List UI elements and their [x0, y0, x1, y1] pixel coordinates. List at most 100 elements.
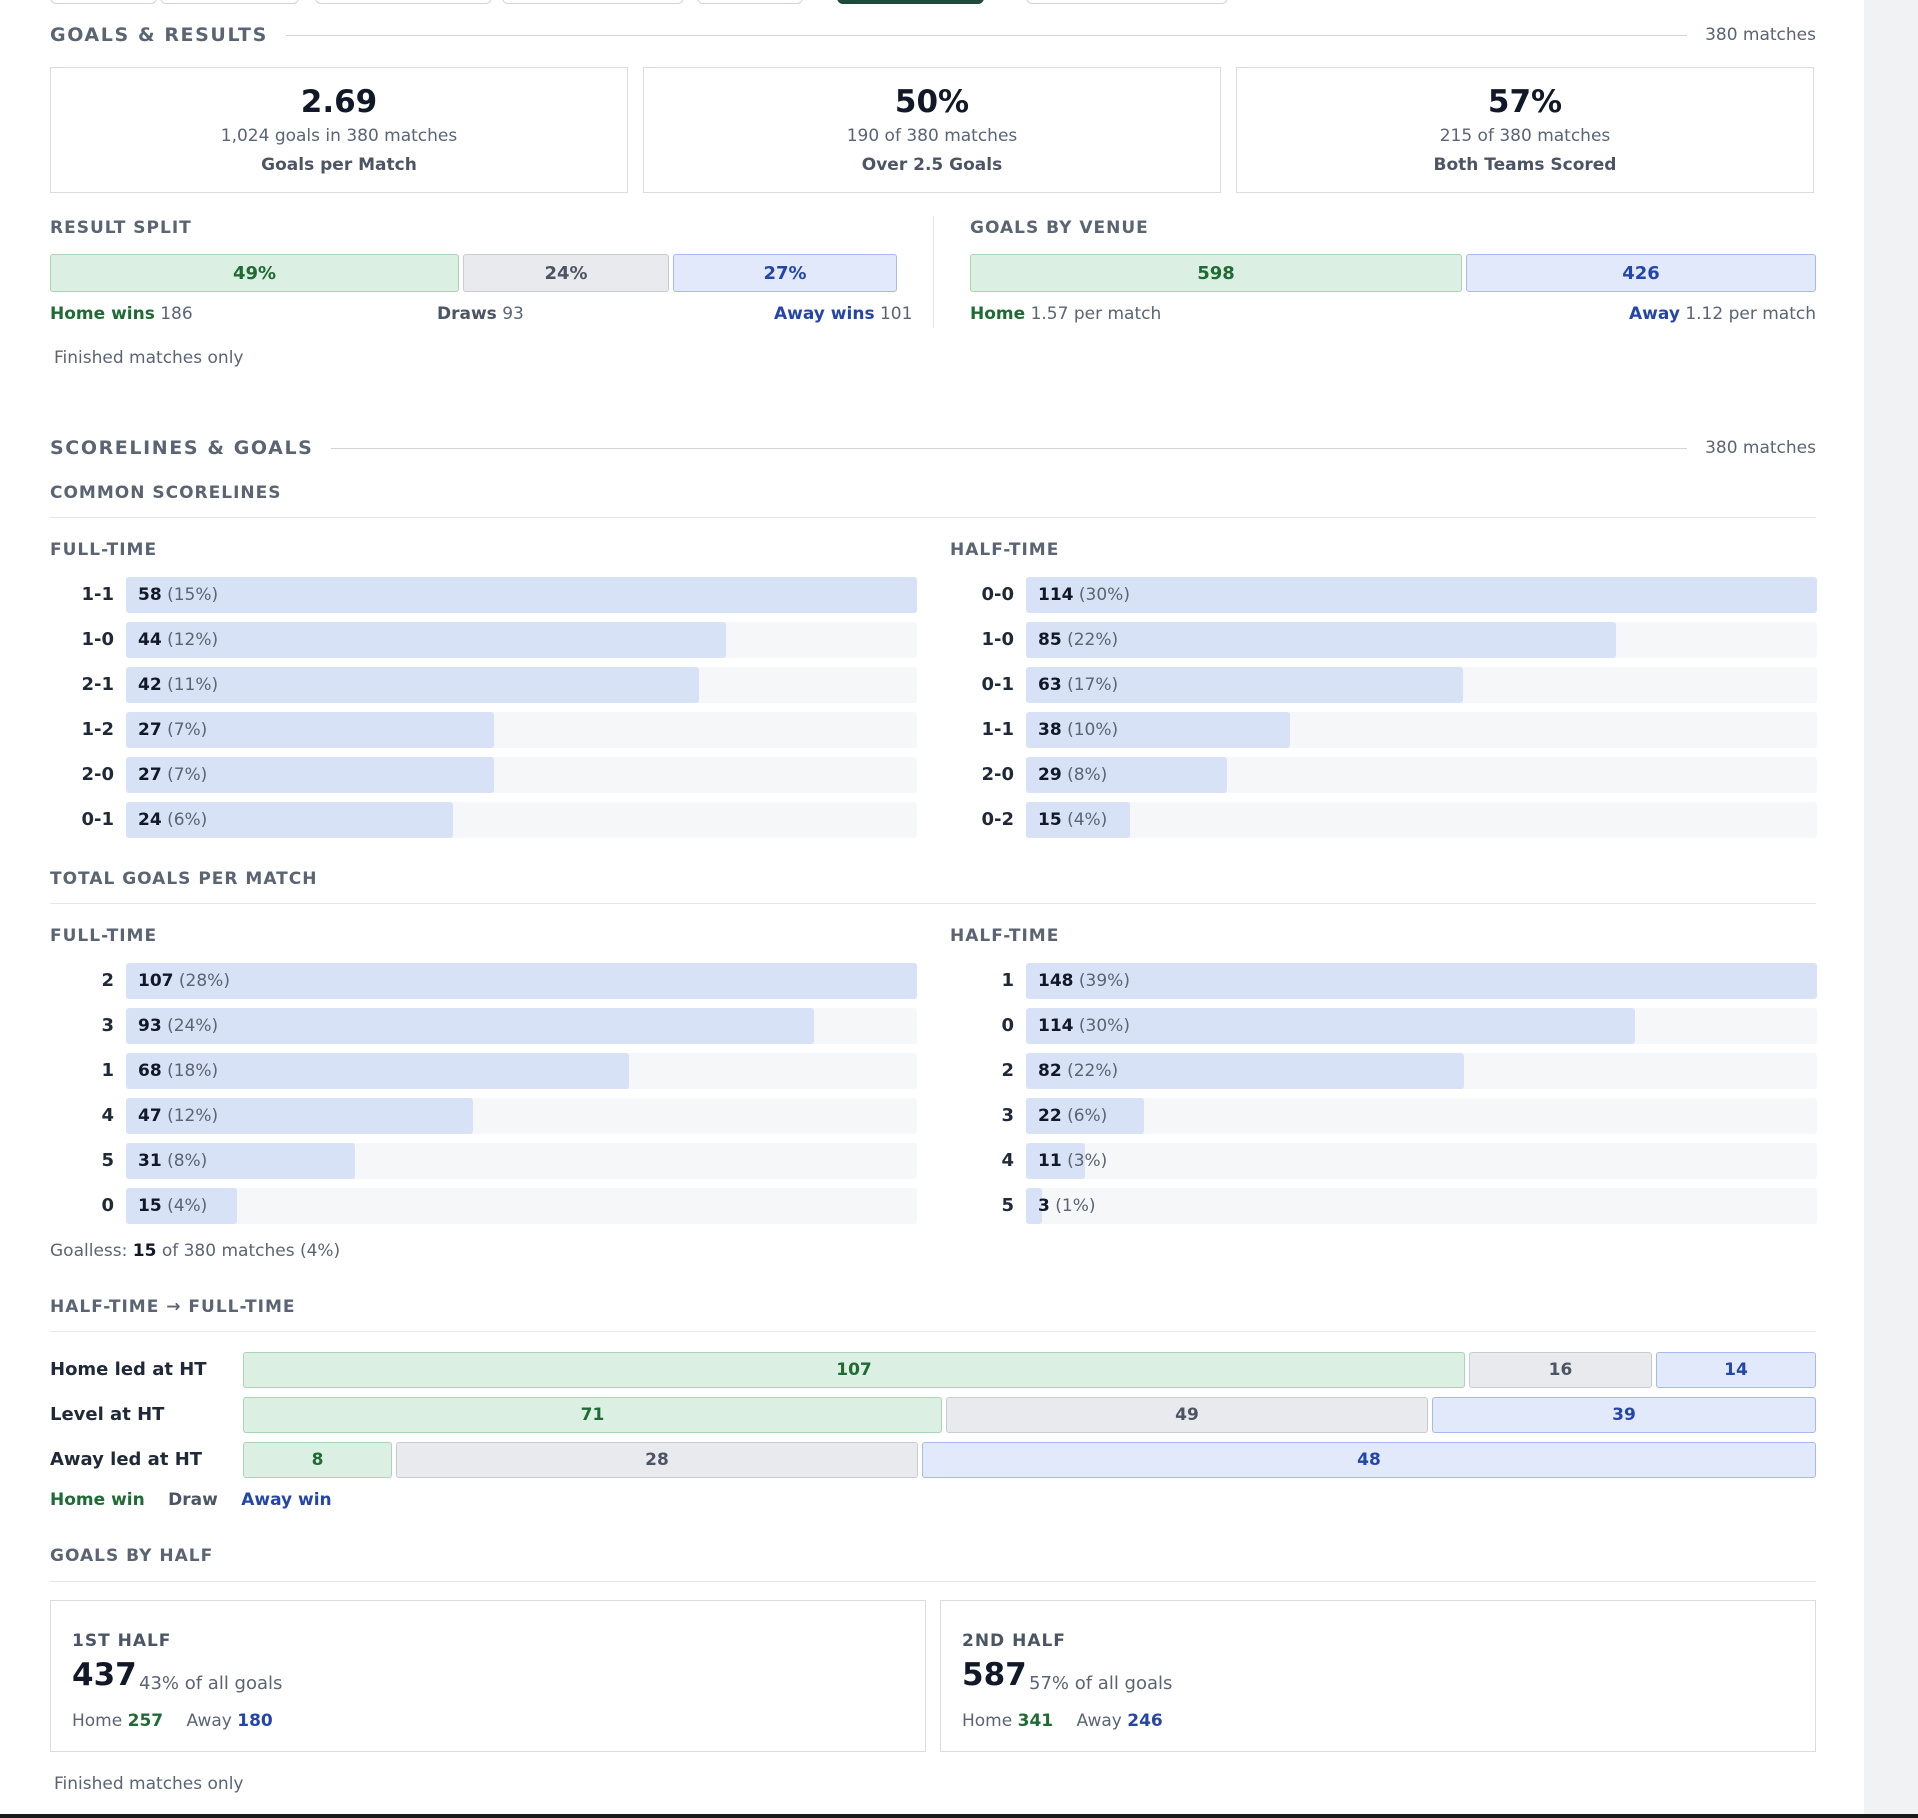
- bar-fill: [126, 667, 699, 703]
- bar-pct: (6%): [1061, 1106, 1108, 1126]
- bar-label: 3: [1001, 1105, 1014, 1126]
- stat-card-over-2-5: 50% 190 of 380 matches Over 2.5 Goals: [643, 67, 1221, 193]
- finished-note: Finished matches only: [54, 1774, 244, 1794]
- bar-label: 2-1: [81, 674, 114, 695]
- divider: [50, 517, 1816, 518]
- legend-label: Away wins: [774, 304, 875, 324]
- venue-home-bar: 598: [970, 254, 1462, 292]
- bar-value: 93 (24%): [138, 1008, 218, 1044]
- bar-track: 3 (1%): [1026, 1188, 1817, 1224]
- bar-pct: (30%): [1073, 585, 1130, 605]
- goalless-suffix: of 380 matches (4%): [161, 1241, 341, 1261]
- bar-value: 15 (4%): [138, 1188, 207, 1224]
- bar-fill: [1026, 622, 1616, 658]
- bar-row: 2 82 (22%): [950, 1053, 1817, 1089]
- section-header-scorelines: SCORELINES & GOALS 380 matches: [50, 433, 1816, 463]
- bar-count: 15: [1038, 810, 1062, 830]
- bar-row: 3 93 (24%): [50, 1008, 917, 1044]
- bar-count: 24: [138, 810, 162, 830]
- bar-count: 27: [138, 720, 162, 740]
- divider: [50, 1581, 1816, 1582]
- bar-row: 1-0 44 (12%): [50, 622, 917, 658]
- bar-pct: (39%): [1073, 971, 1130, 991]
- bar-count: 15: [138, 1196, 162, 1216]
- away-goals: 246: [1127, 1711, 1163, 1731]
- stat-card-btts: 57% 215 of 380 matches Both Teams Scored: [1236, 67, 1814, 193]
- htft-legend: Home win Draw Away win: [50, 1490, 332, 1510]
- tab[interactable]: [502, 0, 684, 4]
- bar-track: 15 (4%): [126, 1188, 917, 1224]
- legend-value: 93: [502, 304, 524, 324]
- bar-row: 2-1 42 (11%): [50, 667, 917, 703]
- bar-pct: (4%): [1061, 810, 1108, 830]
- home-goals: 257: [127, 1711, 164, 1731]
- divider: [50, 903, 1816, 904]
- bar-count: 47: [138, 1106, 162, 1126]
- bar-track: 44 (12%): [126, 622, 917, 658]
- bar-label: 0-0: [981, 584, 1014, 605]
- htft-title: HALF-TIME → FULL-TIME: [50, 1297, 296, 1317]
- bar-pct: (28%): [173, 971, 230, 991]
- goalless-prefix: Goalless:: [50, 1241, 128, 1261]
- total-goals-title: TOTAL GOALS PER MATCH: [50, 869, 318, 889]
- bar-count: 114: [1038, 585, 1074, 605]
- bar-track: 68 (18%): [126, 1053, 917, 1089]
- bar-fill: [1026, 577, 1817, 613]
- bar-track: 114 (30%): [1026, 577, 1817, 613]
- half-share: 57% of all goals: [1029, 1673, 1173, 1694]
- bar-pct: (22%): [1061, 1061, 1119, 1081]
- tab[interactable]: [1026, 0, 1228, 4]
- bar-pct: (4%): [161, 1196, 208, 1216]
- tab[interactable]: [50, 0, 157, 4]
- goalless-note: Goalless: 15 of 380 matches (4%): [50, 1241, 340, 1261]
- bar-pct: (11%): [161, 675, 219, 695]
- half-title: 1ST HALF: [72, 1631, 172, 1651]
- bar-label: 0-2: [981, 809, 1014, 830]
- bar-value: 114 (30%): [1038, 577, 1130, 613]
- bar-row: 5 31 (8%): [50, 1143, 917, 1179]
- bar-row: 1 68 (18%): [50, 1053, 917, 1089]
- bar-track: 93 (24%): [126, 1008, 917, 1044]
- bar-value: 3 (1%): [1038, 1188, 1095, 1224]
- divider: [50, 1331, 1816, 1332]
- bar-count: 38: [1038, 720, 1062, 740]
- bar-fill: [126, 1143, 355, 1179]
- bar-value: 15 (4%): [1038, 802, 1107, 838]
- venue-away-bar: 426: [1466, 254, 1816, 292]
- bar-label: 1-2: [81, 719, 114, 740]
- home-goals: 341: [1017, 1711, 1054, 1731]
- bar-track: 38 (10%): [1026, 712, 1817, 748]
- bar-track: 11 (3%): [1026, 1143, 1817, 1179]
- venue-home-legend: Home 1.57 per match: [970, 304, 1161, 324]
- tab[interactable]: [697, 0, 803, 4]
- tab-active[interactable]: [837, 0, 984, 4]
- bar-count: 68: [138, 1061, 162, 1081]
- bar-fill: [1026, 757, 1227, 793]
- tab[interactable]: [315, 0, 492, 4]
- bar-pct: (12%): [161, 1106, 219, 1126]
- bar-row: 1-0 85 (22%): [950, 622, 1817, 658]
- bar-fill: [1026, 1098, 1144, 1134]
- bar-track: 85 (22%): [1026, 622, 1817, 658]
- bar-track: 15 (4%): [1026, 802, 1817, 838]
- bottom-strip: [0, 1814, 1918, 1818]
- right-rail: [1864, 0, 1918, 1818]
- goals-by-venue-title: GOALS BY VENUE: [970, 218, 1149, 238]
- result-split-away-legend: Away wins 101: [774, 304, 912, 324]
- result-split-draw-bar: 24%: [463, 254, 669, 292]
- bar-row: 3 22 (6%): [950, 1098, 1817, 1134]
- bar-row: 4 11 (3%): [950, 1143, 1817, 1179]
- bar-count: 58: [138, 585, 162, 605]
- bar-value: 114 (30%): [1038, 1008, 1130, 1044]
- htft-segment-away: 14: [1656, 1352, 1816, 1388]
- bar-fill: [126, 1098, 473, 1134]
- bar-label: 2: [1001, 1060, 1014, 1081]
- scorelines-ht-title: HALF-TIME: [950, 540, 1060, 560]
- htft-segment-draw: 49: [946, 1397, 1428, 1433]
- tab[interactable]: [160, 0, 299, 4]
- goals-by-half-title: GOALS BY HALF: [50, 1546, 214, 1566]
- home-label: Home: [72, 1711, 123, 1731]
- bar-label: 1-1: [81, 584, 114, 605]
- bar-row: 4 47 (12%): [50, 1098, 917, 1134]
- bar-label: 4: [1001, 1150, 1014, 1171]
